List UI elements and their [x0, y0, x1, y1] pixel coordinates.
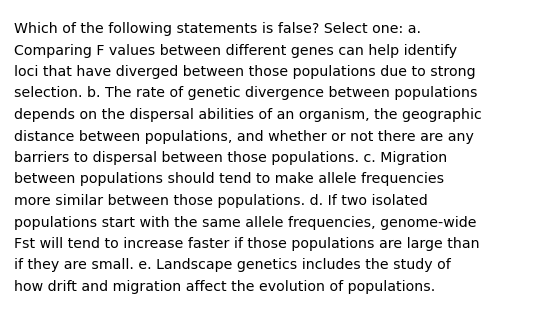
Text: Which of the following statements is false? Select one: a.: Which of the following statements is fal… — [14, 22, 421, 36]
Text: Fst will tend to increase faster if those populations are large than: Fst will tend to increase faster if thos… — [14, 237, 480, 251]
Text: loci that have diverged between those populations due to strong: loci that have diverged between those po… — [14, 65, 475, 79]
Text: if they are small. e. Landscape genetics includes the study of: if they are small. e. Landscape genetics… — [14, 258, 451, 273]
Text: Comparing F values between different genes can help identify: Comparing F values between different gen… — [14, 44, 457, 57]
Text: barriers to dispersal between those populations. c. Migration: barriers to dispersal between those popu… — [14, 151, 448, 165]
Text: distance between populations, and whether or not there are any: distance between populations, and whethe… — [14, 129, 474, 143]
Text: more similar between those populations. d. If two isolated: more similar between those populations. … — [14, 194, 428, 208]
Text: between populations should tend to make allele frequencies: between populations should tend to make … — [14, 172, 444, 187]
Text: how drift and migration affect the evolution of populations.: how drift and migration affect the evolu… — [14, 280, 435, 294]
Text: depends on the dispersal abilities of an organism, the geographic: depends on the dispersal abilities of an… — [14, 108, 482, 122]
Text: populations start with the same allele frequencies, genome-wide: populations start with the same allele f… — [14, 215, 477, 230]
Text: selection. b. The rate of genetic divergence between populations: selection. b. The rate of genetic diverg… — [14, 86, 478, 100]
